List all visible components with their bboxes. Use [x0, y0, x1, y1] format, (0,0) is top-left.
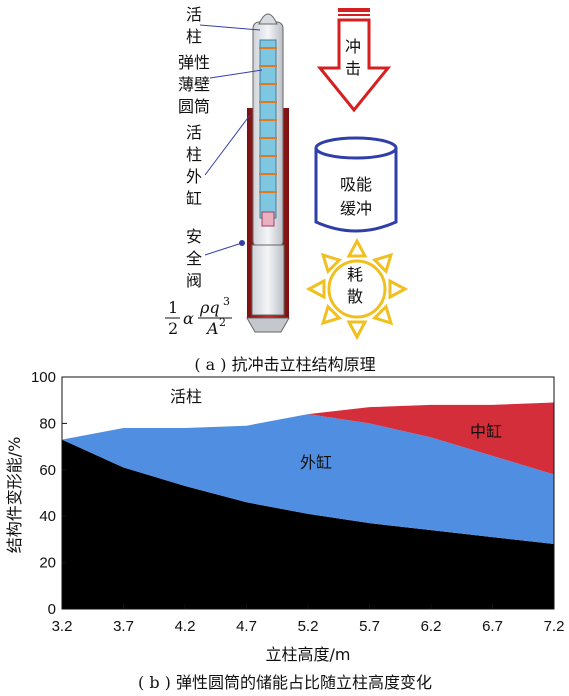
caption-a: ( a ) 抗冲击立柱结构原理 — [194, 355, 375, 374]
sun-ray — [346, 237, 368, 258]
y-tick-label: 20 — [39, 555, 56, 572]
x-tick-label: 4.2 — [175, 618, 196, 635]
part-b-chart: 3.2 3.7 4.2 4.7 5.2 5.7 6.2 6.7 7.2 0 20 40 60 80 100… — [5, 369, 564, 692]
leader-tube — [209, 69, 263, 79]
x-tick-label: 3.7 — [113, 618, 134, 635]
region-label-piston: 活柱 — [170, 387, 202, 406]
leader-valve — [204, 242, 243, 256]
energy-formula: 1 2 α ρq 3 A 2 — [165, 295, 232, 338]
x-tick-label: 7.2 — [544, 618, 565, 635]
x-tick-label: 4.7 — [236, 618, 257, 635]
y-axis: 0 20 40 60 80 100 — [31, 369, 67, 618]
sun-ray — [320, 252, 343, 275]
svg-text:1: 1 — [168, 298, 178, 317]
label-outer-cylinder: 活柱外缸 — [186, 123, 202, 208]
region-label-outer: 外缸 — [300, 453, 332, 472]
dissipate-label: 耗散 — [347, 265, 363, 306]
chart-areas — [62, 402, 554, 609]
impact-label: 冲击 — [345, 37, 361, 78]
label-elastic-tube: 弹性薄壁圆筒 — [178, 53, 210, 116]
label-safety-valve: 安全阀 — [186, 227, 202, 290]
y-tick-label: 80 — [39, 415, 56, 432]
caption-b: ( b ) 弹性圆筒的储能占比随立柱高度变化 — [138, 673, 432, 692]
tube-rings — [259, 47, 277, 193]
x-axis-label: 立柱高度/m — [266, 645, 351, 664]
lower-cylinder — [251, 244, 285, 316]
leader-piston — [199, 24, 261, 31]
label-piston: 活柱 — [186, 5, 202, 46]
svg-text:2: 2 — [168, 319, 178, 338]
sun-ray — [320, 303, 343, 326]
x-tick-label: 5.2 — [298, 618, 319, 635]
x-tick-label: 6.7 — [482, 618, 503, 635]
impact-arrow-icon — [316, 8, 392, 113]
sun-ray — [371, 252, 394, 275]
svg-text:ρq: ρq — [199, 298, 220, 317]
x-tick-label: 3.2 — [52, 618, 73, 635]
y-tick-label: 0 — [48, 601, 56, 618]
column-drawing — [199, 13, 290, 333]
area-series-1 — [62, 414, 554, 545]
y-tick-label: 100 — [31, 369, 56, 386]
svg-text:α: α — [183, 309, 194, 328]
y-tick-label: 40 — [39, 508, 56, 525]
sun-ray — [371, 303, 394, 326]
y-tick-label: 60 — [39, 462, 56, 479]
x-axis: 3.2 3.7 4.2 4.7 5.2 5.7 6.2 6.7 7.2 — [52, 604, 565, 635]
piston-cap — [258, 13, 278, 25]
svg-text:2: 2 — [219, 316, 226, 329]
sun-ray — [346, 320, 368, 341]
sun-ray — [305, 278, 326, 300]
absorb-label: 吸能缓冲 — [340, 175, 372, 218]
svg-text:3: 3 — [223, 295, 230, 308]
buffer-cylinder-icon — [314, 136, 398, 233]
area-series-2 — [62, 402, 554, 475]
area-series-0 — [62, 439, 554, 609]
region-label-middle: 中缸 — [470, 422, 502, 441]
cylinder-bottom — [246, 317, 290, 333]
x-tick-label: 6.2 — [421, 618, 442, 635]
leader-outer — [204, 114, 251, 176]
svg-text:A: A — [205, 319, 219, 338]
y-axis-label: 结构件变形能/% — [5, 437, 24, 554]
sun-ray — [388, 278, 409, 300]
part-a-schematic: 活柱 弹性薄壁圆筒 活柱外缸 安全阀 1 2 α ρq 3 A 2 冲击 吸能缓… — [165, 5, 409, 374]
valve-block — [261, 211, 275, 227]
x-tick-label: 5.7 — [359, 618, 380, 635]
dissipation-sun-icon — [305, 237, 409, 341]
